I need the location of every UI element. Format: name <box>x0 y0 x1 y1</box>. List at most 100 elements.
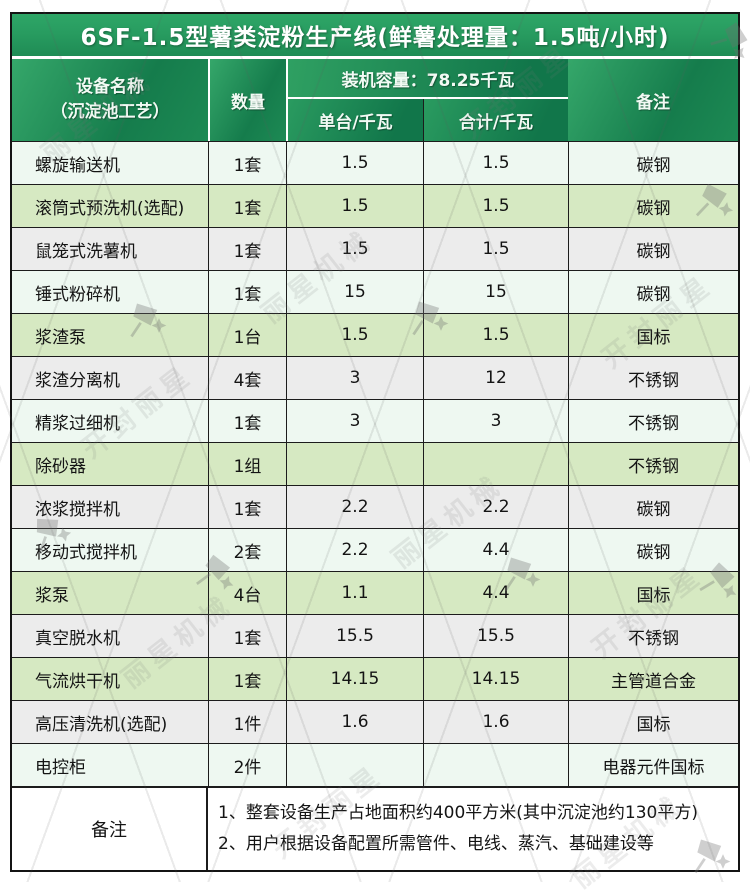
table-row: 浆渣泵 1台 1.5 1.5 国标 <box>12 313 738 356</box>
table-row: 滚筒式预洗机(选配) 1套 1.5 1.5 碳钢 <box>12 184 738 227</box>
row-per-unit-kw <box>286 744 423 786</box>
row-remark: 碳钢 <box>568 529 738 571</box>
footer-note-2: 2、用户根据设备配置所需管件、电线、蒸汽、基础建设等 <box>218 834 654 855</box>
row-quantity: 1套 <box>208 400 286 442</box>
row-remark: 不锈钢 <box>568 615 738 657</box>
row-quantity: 1台 <box>208 314 286 356</box>
row-remark: 主管道合金 <box>568 658 738 700</box>
table-row: 精浆过细机 1套 3 3 不锈钢 <box>12 399 738 442</box>
row-per-unit-kw: 14.15 <box>286 658 423 700</box>
row-quantity: 1件 <box>208 701 286 743</box>
row-remark: 不锈钢 <box>568 443 738 485</box>
row-quantity: 2件 <box>208 744 286 786</box>
row-equipment-name: 浆渣泵 <box>12 314 208 356</box>
row-total-kw: 12 <box>423 357 568 399</box>
row-per-unit-kw: 15 <box>286 271 423 313</box>
spec-table: 6SF-1.5型薯类淀粉生产线(鲜薯处理量：1.5吨/小时) 设备名称 （沉淀池… <box>10 12 740 872</box>
row-per-unit-kw: 15.5 <box>286 615 423 657</box>
table-row: 电控柜 2件 电器元件国标 <box>12 743 738 786</box>
row-quantity: 4台 <box>208 572 286 614</box>
row-remark: 国标 <box>568 572 738 614</box>
row-total-kw: 1.5 <box>423 314 568 356</box>
footer-notes: 1、整套设备生产占地面积约400平方米(其中沉淀池约130平方) 2、用户根据设… <box>208 788 738 870</box>
row-per-unit-kw: 1.5 <box>286 185 423 227</box>
row-equipment-name: 真空脱水机 <box>12 615 208 657</box>
header-equipment-line2: （沉淀池工艺） <box>50 102 170 122</box>
row-total-kw: 2.2 <box>423 486 568 528</box>
header-quantity: 数量 <box>208 59 286 141</box>
header-total-kw: 合计/千瓦 <box>423 99 568 141</box>
header-capacity-subrow: 单台/千瓦 合计/千瓦 <box>288 99 568 141</box>
row-quantity: 1套 <box>208 271 286 313</box>
row-remark: 碳钢 <box>568 142 738 184</box>
table-footer: 备注 1、整套设备生产占地面积约400平方米(其中沉淀池约130平方) 2、用户… <box>12 786 738 870</box>
table-row: 锤式粉碎机 1套 15 15 碳钢 <box>12 270 738 313</box>
row-quantity: 1套 <box>208 658 286 700</box>
table-row: 鼠笼式洗薯机 1套 1.5 1.5 碳钢 <box>12 227 738 270</box>
row-remark: 碳钢 <box>568 271 738 313</box>
row-total-kw: 3 <box>423 400 568 442</box>
row-equipment-name: 浆泵 <box>12 572 208 614</box>
header-installed-capacity: 装机容量：78.25千瓦 <box>288 59 568 99</box>
row-per-unit-kw: 2.2 <box>286 529 423 571</box>
row-quantity: 1套 <box>208 486 286 528</box>
table-row: 气流烘干机 1套 14.15 14.15 主管道合金 <box>12 657 738 700</box>
row-remark: 电器元件国标 <box>568 744 738 786</box>
row-total-kw: 1.5 <box>423 228 568 270</box>
footer-note-1: 1、整套设备生产占地面积约400平方米(其中沉淀池约130平方) <box>218 802 698 823</box>
row-remark: 碳钢 <box>568 228 738 270</box>
row-equipment-name: 浆渣分离机 <box>12 357 208 399</box>
table-body: 螺旋输送机 1套 1.5 1.5 碳钢 滚筒式预洗机(选配) 1套 1.5 1.5 碳钢 鼠笼式洗薯… <box>12 141 738 786</box>
row-equipment-name: 浓浆搅拌机 <box>12 486 208 528</box>
row-per-unit-kw: 3 <box>286 357 423 399</box>
header-equipment-name: 设备名称 （沉淀池工艺） <box>12 59 208 141</box>
row-quantity: 1套 <box>208 142 286 184</box>
row-remark: 碳钢 <box>568 185 738 227</box>
row-total-kw: 1.6 <box>423 701 568 743</box>
row-quantity: 1套 <box>208 185 286 227</box>
row-equipment-name: 除砂器 <box>12 443 208 485</box>
header-capacity-group: 装机容量：78.25千瓦 单台/千瓦 合计/千瓦 <box>286 59 568 141</box>
row-remark: 国标 <box>568 314 738 356</box>
table-row: 浓浆搅拌机 1套 2.2 2.2 碳钢 <box>12 485 738 528</box>
row-total-kw: 14.15 <box>423 658 568 700</box>
table-row: 移动式搅拌机 2套 2.2 4.4 碳钢 <box>12 528 738 571</box>
table-header: 设备名称 （沉淀池工艺） 数量 装机容量：78.25千瓦 单台/千瓦 合计/千瓦… <box>12 59 738 141</box>
row-per-unit-kw: 2.2 <box>286 486 423 528</box>
row-quantity: 1组 <box>208 443 286 485</box>
row-equipment-name: 电控柜 <box>12 744 208 786</box>
header-per-unit-kw: 单台/千瓦 <box>288 99 423 141</box>
row-total-kw: 15.5 <box>423 615 568 657</box>
table-row: 除砂器 1组 不锈钢 <box>12 442 738 485</box>
row-equipment-name: 高压清洗机(选配) <box>12 701 208 743</box>
table-row: 浆泵 4台 1.1 4.4 国标 <box>12 571 738 614</box>
row-per-unit-kw: 1.5 <box>286 228 423 270</box>
header-remark: 备注 <box>568 59 738 141</box>
row-equipment-name: 精浆过细机 <box>12 400 208 442</box>
row-quantity: 2套 <box>208 529 286 571</box>
table-row: 高压清洗机(选配) 1件 1.6 1.6 国标 <box>12 700 738 743</box>
row-per-unit-kw: 1.1 <box>286 572 423 614</box>
table-title: 6SF-1.5型薯类淀粉生产线(鲜薯处理量：1.5吨/小时) <box>12 14 738 59</box>
table-row: 浆渣分离机 4套 3 12 不锈钢 <box>12 356 738 399</box>
row-remark: 国标 <box>568 701 738 743</box>
header-equipment-line1: 设备名称 <box>76 76 144 97</box>
footer-label: 备注 <box>12 788 208 870</box>
row-total-kw: 1.5 <box>423 185 568 227</box>
row-total-kw: 1.5 <box>423 142 568 184</box>
row-total-kw <box>423 744 568 786</box>
table-row: 真空脱水机 1套 15.5 15.5 不锈钢 <box>12 614 738 657</box>
row-equipment-name: 气流烘干机 <box>12 658 208 700</box>
row-per-unit-kw: 1.5 <box>286 314 423 356</box>
row-total-kw: 4.4 <box>423 529 568 571</box>
row-total-kw: 15 <box>423 271 568 313</box>
row-quantity: 4套 <box>208 357 286 399</box>
row-per-unit-kw: 1.5 <box>286 142 423 184</box>
row-remark: 碳钢 <box>568 486 738 528</box>
row-per-unit-kw: 1.6 <box>286 701 423 743</box>
row-quantity: 1套 <box>208 615 286 657</box>
row-equipment-name: 鼠笼式洗薯机 <box>12 228 208 270</box>
row-equipment-name: 锤式粉碎机 <box>12 271 208 313</box>
row-quantity: 1套 <box>208 228 286 270</box>
